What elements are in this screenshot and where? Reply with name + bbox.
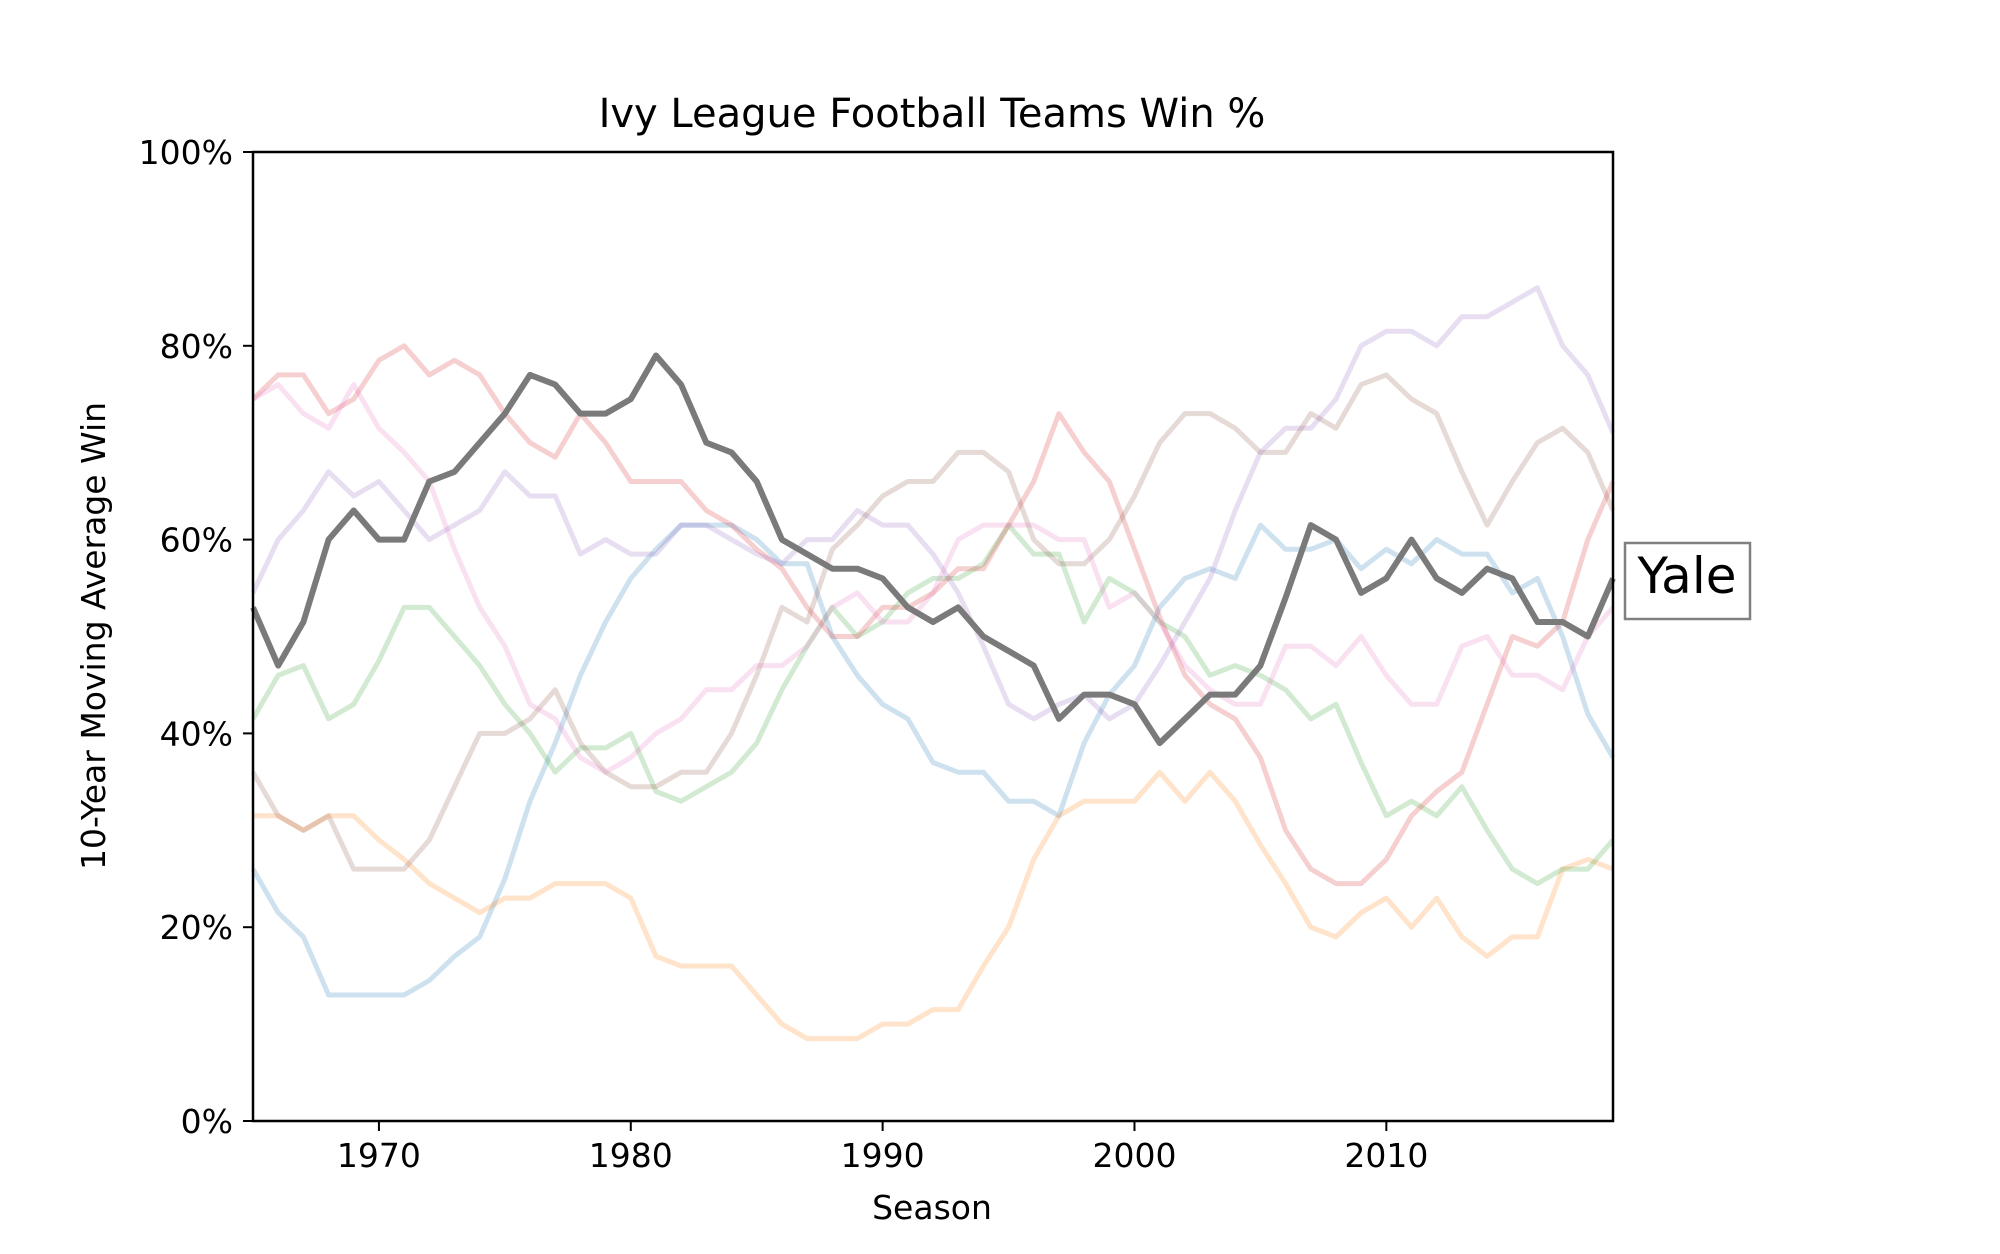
x-tick-label: 1990 — [841, 1136, 925, 1175]
series-line-1 — [250, 522, 1616, 998]
y-tick-label: 100% — [139, 133, 233, 172]
y-tick-label: 20% — [160, 908, 233, 947]
y-tick-label: 0% — [181, 1102, 233, 1141]
y-axis-label: 10-Year Moving Average Win — [74, 402, 113, 870]
y-tick-label: 80% — [160, 327, 233, 366]
chart-title: Ivy League Football Teams Win % — [599, 91, 1266, 137]
axis-ticks: 1970 1980 1990 2000 2010 0% 20% 40% 60% 80% 100% — [139, 133, 1429, 1175]
series-line-5 — [250, 285, 1616, 722]
x-axis-label: Season — [872, 1188, 992, 1227]
series-line-2 — [253, 769, 1614, 1042]
x-tick-label: 1980 — [589, 1136, 673, 1175]
highlight-label-box: Yale — [1623, 541, 1752, 621]
series-line-3 — [250, 522, 1615, 887]
y-tick-label: 40% — [160, 714, 233, 753]
x-tick-label: 2000 — [1092, 1136, 1176, 1175]
series-line-7 — [251, 382, 1615, 775]
y-tick-label: 60% — [160, 521, 233, 560]
x-tick-label: 2010 — [1344, 1136, 1428, 1175]
series-layer — [250, 285, 1616, 1042]
x-tick-label: 1970 — [337, 1136, 421, 1175]
series-line-6 — [250, 372, 1616, 872]
series-line-highlight — [250, 352, 1616, 747]
plot-frame — [251, 150, 1615, 1123]
series-line-4 — [251, 343, 1616, 887]
highlight-label: Yale — [1637, 547, 1737, 605]
